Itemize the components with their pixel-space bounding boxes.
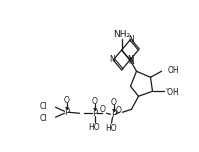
- Text: Cl: Cl: [40, 114, 47, 123]
- Text: P: P: [64, 108, 69, 117]
- Text: O: O: [92, 97, 98, 106]
- Text: P: P: [111, 110, 116, 119]
- Text: O: O: [63, 96, 69, 105]
- Text: P: P: [92, 109, 97, 118]
- Text: O: O: [100, 105, 105, 114]
- Text: OH: OH: [168, 66, 179, 75]
- Text: Cl: Cl: [40, 102, 47, 111]
- Text: N: N: [109, 55, 115, 64]
- Text: O: O: [111, 98, 116, 107]
- Text: N: N: [128, 57, 134, 66]
- Text: NH₂: NH₂: [113, 29, 130, 39]
- Text: 'OH: 'OH: [166, 88, 179, 97]
- Text: HO: HO: [89, 123, 100, 132]
- Text: HO: HO: [106, 124, 117, 133]
- Text: O: O: [116, 106, 121, 115]
- Text: N: N: [128, 35, 134, 44]
- Text: N: N: [127, 55, 133, 64]
